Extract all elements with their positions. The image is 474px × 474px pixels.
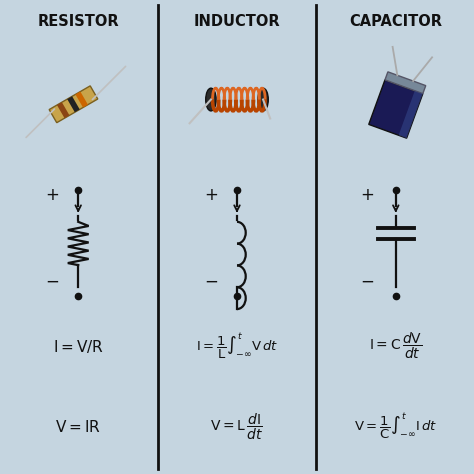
Polygon shape xyxy=(369,80,423,138)
Polygon shape xyxy=(67,96,80,112)
Text: $\mathrm{I} = \dfrac{1}{\mathrm{L}}\int_{-\infty}^{t} \mathrm{V}\, dt$: $\mathrm{I} = \dfrac{1}{\mathrm{L}}\int_… xyxy=(196,331,278,361)
Polygon shape xyxy=(385,72,426,94)
Text: CAPACITOR: CAPACITOR xyxy=(349,14,442,29)
Text: +: + xyxy=(204,186,218,204)
Text: $\mathrm{I = V/R}$: $\mathrm{I = V/R}$ xyxy=(53,337,104,355)
Text: +: + xyxy=(360,186,374,204)
Text: $\mathrm{I} = \mathrm{C}\,\dfrac{d\mathrm{V}}{dt}$: $\mathrm{I} = \mathrm{C}\,\dfrac{d\mathr… xyxy=(369,331,422,361)
Ellipse shape xyxy=(206,88,216,111)
Text: −: − xyxy=(204,273,218,291)
Text: +: + xyxy=(45,186,59,204)
Polygon shape xyxy=(57,102,70,118)
Text: INDUCTOR: INDUCTOR xyxy=(194,14,280,29)
Text: $\mathrm{V} = \dfrac{1}{\mathrm{C}}\int_{-\infty}^{t} \mathrm{I}\, dt$: $\mathrm{V} = \dfrac{1}{\mathrm{C}}\int_… xyxy=(354,412,438,441)
Text: −: − xyxy=(45,273,59,291)
Text: RESISTOR: RESISTOR xyxy=(37,14,119,29)
Ellipse shape xyxy=(258,88,268,111)
Polygon shape xyxy=(49,86,98,123)
Polygon shape xyxy=(399,91,423,138)
Polygon shape xyxy=(75,91,88,108)
Text: −: − xyxy=(360,273,374,291)
Text: $\mathrm{V} = \mathrm{L}\,\dfrac{d\mathrm{I}}{dt}$: $\mathrm{V} = \mathrm{L}\,\dfrac{d\mathr… xyxy=(210,411,264,442)
Text: $\mathrm{V = IR}$: $\mathrm{V = IR}$ xyxy=(55,419,101,435)
